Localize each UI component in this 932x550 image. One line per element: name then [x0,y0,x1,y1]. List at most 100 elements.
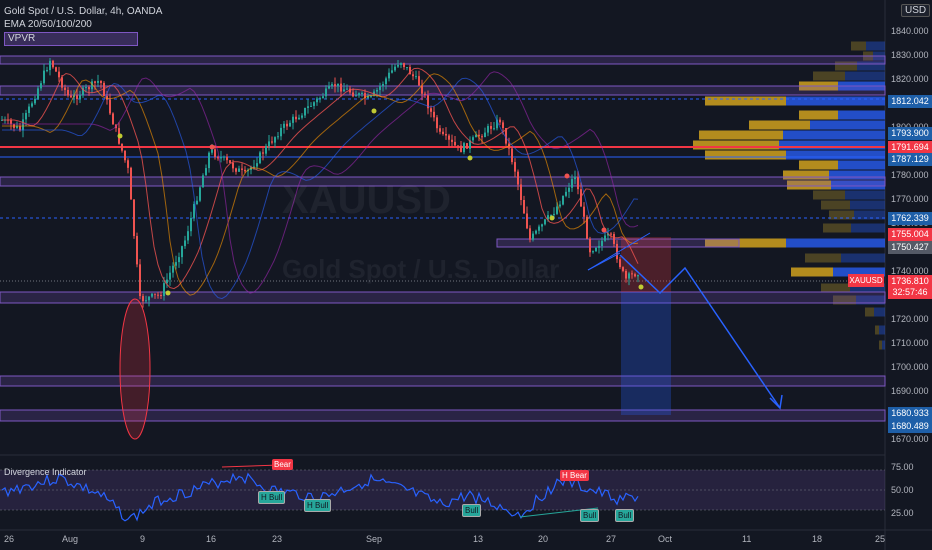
candle-body [82,87,84,96]
candle-body [274,137,276,143]
candle-body [190,217,192,232]
candle-body [172,265,174,273]
candle-body [421,85,423,94]
candle-body [106,96,108,100]
candle-body [208,152,210,169]
volume-profile-bar [821,283,850,293]
signal-dot [638,284,644,290]
ema-20-line [2,67,639,290]
currency-button[interactable]: USD [901,4,931,17]
candle-body [634,274,636,277]
candle-body [391,70,393,73]
candle-body [223,156,225,158]
vpvr-indicator-label[interactable]: VPVR [4,32,138,46]
candle-body [409,67,411,75]
candle-body [46,70,48,72]
candle-body [31,103,33,107]
candle-body [160,295,162,297]
candle-body [49,60,51,71]
candle-body [277,136,279,138]
volume-profile-bar [851,223,885,233]
projection-arrowhead [769,394,783,410]
candle-body [229,160,231,163]
candle-body [217,156,219,159]
candle-body [328,86,330,89]
candle-body [25,112,27,120]
candle-body [238,168,240,172]
candle-body [424,93,426,96]
volume-profile-bar [845,71,885,81]
volume-profile-bar [813,190,845,200]
candle-body [58,71,60,78]
candle-body [85,87,87,89]
volume-profile-bar [749,120,810,130]
candle-body [481,136,483,138]
candle-body [442,131,444,134]
divergence-indicator-title[interactable]: Divergence Indicator [4,467,87,477]
candle-body [457,145,459,147]
volume-profile-bar [857,61,885,71]
candle-body [262,152,264,154]
price-axis-tick: 1820.000 [891,74,929,84]
candle-body [109,99,111,114]
price-tag: 1736.810 [888,275,932,288]
symbol-line[interactable]: Gold Spot / U.S. Dollar, 4h, OANDA [4,6,163,17]
candle-body [487,126,489,133]
candle-body [601,240,603,247]
volume-profile-bar [879,325,885,335]
signal-dot [549,215,555,221]
candle-body [28,106,30,113]
candle-body [280,127,282,137]
candle-body [292,116,294,123]
candle-body [361,93,363,95]
volume-profile-bar [821,200,850,210]
candle-body [37,88,39,99]
candle-body [406,67,408,69]
candle-body [496,119,498,129]
time-axis-tick: 20 [538,534,549,544]
candle-body [622,267,624,271]
candle-body [169,272,171,280]
volume-profile-bar [829,210,854,220]
candle-body [139,264,141,297]
candle-body [445,133,447,136]
candle-body [610,233,612,235]
candle-body [91,81,93,90]
signal-dot [165,290,171,296]
candle-body [295,116,297,120]
candle-body [382,84,384,87]
ema-indicator-line[interactable]: EMA 20/50/100/200 [4,19,92,30]
support-resistance-zone [0,85,886,96]
candle-body [10,119,12,125]
volume-profile-bar [791,267,833,277]
candle-body [580,189,582,207]
candle-body [76,95,78,100]
candle-body [259,152,261,164]
volume-profile-bar [850,200,885,210]
volume-profile-bar [865,307,874,317]
candle-body [271,141,273,143]
volume-profile-bar [833,267,885,277]
candle-body [19,126,21,131]
candle-body [319,98,321,100]
candle-body [346,88,348,90]
candle-body [430,108,432,112]
ema-50-line [2,73,639,296]
price-axis-tick: 1780.000 [891,170,929,180]
candle-body [619,259,621,268]
candle-body [415,76,417,78]
support-resistance-zone [0,291,886,304]
signal-dot [564,173,570,179]
volume-profile-bar [833,295,856,305]
volume-profile-bar [805,253,841,263]
time-axis-tick: 13 [473,534,484,544]
candle-body [178,257,180,263]
candle-body [235,168,237,172]
candle-body [613,234,615,244]
time-axis-tick: Aug [62,534,79,544]
volume-profile-bar [875,325,879,335]
candle-body [340,83,342,92]
candle-body [469,140,471,149]
